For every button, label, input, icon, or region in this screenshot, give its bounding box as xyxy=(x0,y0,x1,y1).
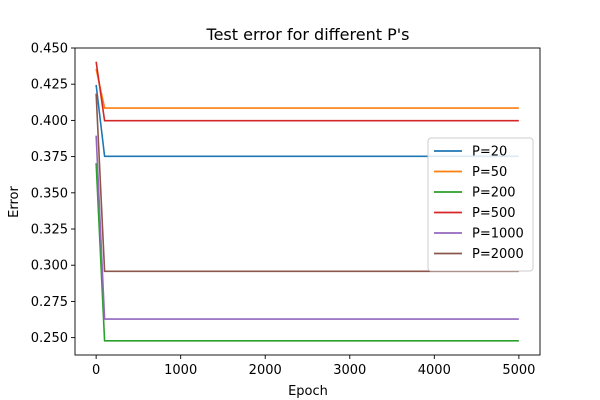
plot-area xyxy=(74,47,541,356)
series-line-0 xyxy=(95,84,519,158)
y-tick-label: 0.250 xyxy=(31,331,68,346)
axes-frame xyxy=(74,47,541,356)
series-line-3 xyxy=(95,61,519,122)
legend-label: P=2000 xyxy=(472,247,524,262)
chart-title: Test error for different P's xyxy=(206,25,410,44)
legend-label: P=20 xyxy=(472,145,507,160)
y-tick-label: 0.325 xyxy=(31,223,68,238)
legend-label: P=200 xyxy=(472,186,516,201)
legend-label: P=50 xyxy=(472,165,507,180)
series-line-4 xyxy=(95,135,519,320)
y-tick-label: 0.425 xyxy=(31,78,68,93)
y-tick-label: 0.300 xyxy=(31,259,68,274)
legend: P=20 P=50 P=200 P=500 P=1000 P=2000 xyxy=(427,137,534,272)
y-tick-label: 0.275 xyxy=(31,295,68,310)
x-tick-label: 1000 xyxy=(164,363,197,378)
y-tick-label: 0.400 xyxy=(31,114,68,129)
x-tick-label: 4000 xyxy=(418,363,451,378)
y-tick-label: 0.375 xyxy=(31,150,68,165)
legend-label: P=500 xyxy=(472,206,516,221)
y-tick-label: 0.350 xyxy=(31,186,68,201)
legend-label: P=1000 xyxy=(472,227,524,242)
x-axis-ticks: 0 1000 2000 3000 4000 5000 xyxy=(92,355,535,378)
y-tick-label: 0.450 xyxy=(31,42,68,57)
y-axis-ticks: 0.250 0.275 0.300 0.325 0.350 0.375 0.400 0.425… xyxy=(31,42,75,346)
x-tick-label: 5000 xyxy=(502,363,535,378)
y-axis-label: Error xyxy=(7,186,22,218)
series-line-2 xyxy=(95,163,519,342)
series-line-5 xyxy=(95,93,519,273)
x-tick-label: 2000 xyxy=(249,363,282,378)
series-line-1 xyxy=(95,68,519,109)
x-tick-label: 0 xyxy=(92,363,100,378)
x-axis-label: Epoch xyxy=(288,384,328,399)
x-tick-label: 3000 xyxy=(333,363,366,378)
